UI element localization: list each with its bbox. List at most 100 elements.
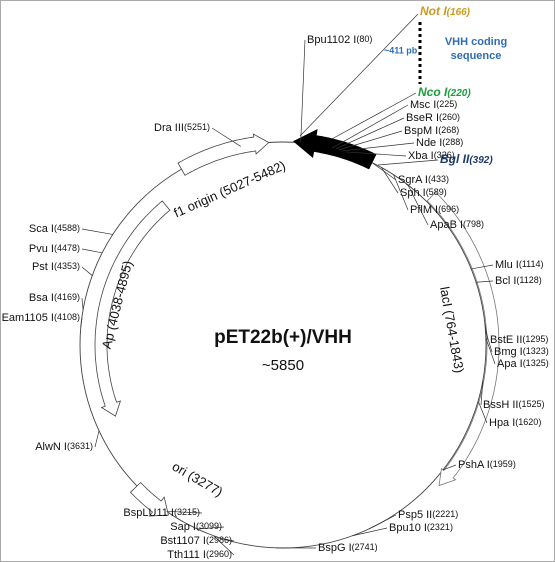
nco-i: Nco I(220) [418, 85, 471, 99]
site-position: (1323) [523, 346, 549, 356]
site-name: PflM I [410, 204, 438, 216]
leader [381, 167, 399, 194]
site-position: (589) [426, 187, 447, 197]
site-name: Psp5 II [398, 509, 432, 521]
bgl-ii: Bgl II(392) [440, 152, 493, 166]
insert-label: VHH coding [445, 36, 507, 48]
site-name: Bpu10 I [389, 522, 427, 534]
site-name: Dra III [154, 122, 184, 134]
site-label: Eam1105 I(4108) [2, 312, 80, 324]
site-label: Bmg I(1323) [494, 346, 549, 358]
leader [81, 266, 93, 276]
site-name: PshA I [458, 459, 490, 471]
site-label: PshA I(1959) [458, 459, 516, 471]
leader [81, 297, 84, 310]
leader [338, 130, 403, 151]
site-position: (288) [442, 137, 463, 147]
site-label: Mlu I(1114) [495, 259, 544, 271]
site-label: Dra III(5251) [154, 122, 210, 134]
site-label: Pst I(4353) [32, 261, 80, 273]
site-position: (3099) [196, 521, 222, 531]
leader [335, 117, 405, 150]
feature-arrow [292, 129, 377, 170]
site-label: Apa I(1325) [497, 358, 549, 370]
site-name: Sph I [400, 187, 426, 199]
leader [197, 526, 225, 530]
site-position: (268) [438, 125, 459, 135]
site-name: BspM I [404, 125, 438, 137]
site-name: Bmg I [494, 346, 523, 358]
site-label: AlwN I(3631) [35, 441, 93, 453]
site-name: BspG I [318, 542, 352, 554]
site-position: (4478) [54, 243, 80, 253]
site-label: Psp5 II(2221) [398, 509, 458, 521]
site-position: (798) [463, 219, 484, 229]
site-label: Bcl I(1128) [495, 275, 542, 287]
leader [352, 527, 388, 537]
site-name: AlwN I [35, 441, 67, 453]
site-position: (392) [469, 155, 493, 166]
site-position: (4588) [54, 223, 80, 233]
site-name: Bcl I [495, 275, 516, 287]
site-position: (2986) [206, 535, 232, 545]
site-label: Xba I(326) [408, 150, 455, 162]
site-label: Hpa I(1620) [489, 417, 541, 429]
feature-arrow [129, 481, 169, 517]
site-position: (2321) [427, 522, 453, 532]
leader [476, 280, 494, 283]
feature-arrow [426, 191, 500, 487]
site-name: Sap I [170, 521, 196, 533]
site-name: Not I [420, 4, 447, 18]
site-position: (80) [356, 34, 372, 44]
leader [471, 264, 494, 270]
site-label: BspLU11 I(3215) [123, 507, 200, 519]
site-position: (1620) [515, 417, 541, 427]
site-label: Nde I(288) [416, 137, 463, 149]
site-position: (3631) [67, 441, 93, 451]
leader [477, 400, 488, 424]
site-name: Nco I [418, 85, 448, 99]
site-name: ApaB I [430, 219, 463, 231]
leader [368, 514, 397, 530]
site-name: BstE II [490, 334, 522, 346]
site-name: Mlu I [495, 259, 519, 271]
site-label: Bst1107 I(2986) [160, 535, 232, 547]
not-i: Not I(166) [420, 4, 471, 18]
site-label: Bpu10 I(2321) [389, 522, 453, 534]
site-name: Apa I [497, 358, 523, 370]
leader [213, 535, 235, 556]
site-position: (2960) [206, 549, 232, 559]
site-position: (1959) [490, 459, 516, 469]
site-position: (1295) [522, 334, 548, 344]
site-position: (1325) [523, 358, 549, 368]
site-name: Msc I [410, 99, 436, 111]
site-position: (1114) [519, 259, 544, 269]
site-position: (220) [447, 88, 471, 99]
site-name: Nde I [416, 137, 442, 149]
site-label: BspM I(268) [404, 125, 459, 137]
site-label: Bsa I(4169) [29, 292, 80, 304]
site-name: Pst I [32, 261, 54, 273]
leader [94, 430, 100, 448]
leader [393, 174, 409, 211]
site-position: (5251) [184, 122, 210, 132]
leader [485, 330, 493, 353]
site-position: (2741) [352, 542, 378, 552]
site-position: (166) [447, 7, 471, 18]
site-label: Bpu1102 I(80) [307, 34, 372, 46]
site-name: Bst1107 I [160, 535, 206, 547]
site-position: (1128) [516, 275, 541, 285]
insert-label: sequence [451, 50, 502, 62]
site-label: PflM I(696) [410, 204, 459, 216]
site-position: (225) [436, 99, 457, 109]
site-name: Xba I [408, 150, 434, 162]
site-label: ApaB I(798) [430, 219, 484, 231]
plasmid-size: ~5850 [262, 357, 304, 374]
site-label: Msc I(225) [410, 99, 457, 111]
site-name: Hpa I [489, 417, 515, 429]
plasmid-name: pET22b(+)/VHH [214, 327, 352, 348]
site-label: BstE II(1295) [490, 334, 548, 346]
site-position: (2221) [432, 509, 458, 519]
